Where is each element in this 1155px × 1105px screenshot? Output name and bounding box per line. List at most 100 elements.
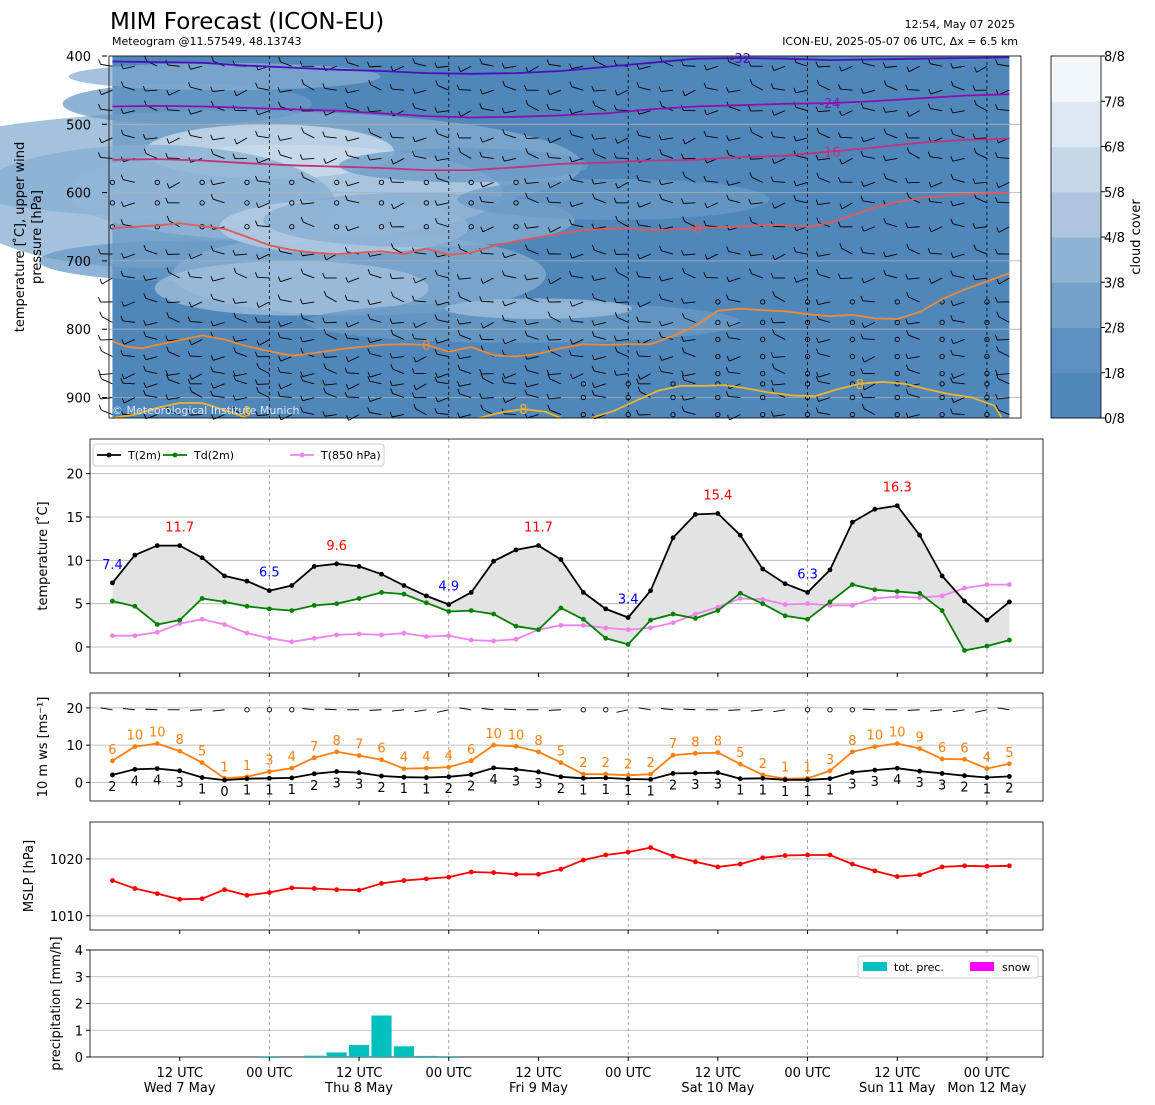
wind-barb — [235, 272, 248, 279]
wind-barb — [728, 371, 741, 375]
wind-speed-value-label: 2 — [960, 781, 968, 796]
wind-barb — [212, 395, 225, 398]
calm-wind-marker — [939, 381, 945, 387]
wind-barb-feather — [972, 133, 976, 139]
wind-barb-feather — [367, 61, 370, 68]
wind-barb-feather — [951, 397, 955, 403]
calm-wind-marker — [984, 411, 990, 418]
mslp-point — [693, 859, 698, 865]
wind-speed-value-label: 2 — [310, 779, 318, 794]
wind-barb — [460, 152, 472, 159]
wind-barb — [862, 338, 875, 340]
wind-barb-feather — [815, 407, 819, 413]
wind-barb-feather — [120, 315, 124, 322]
wind-barb-feather — [210, 355, 214, 361]
y-axis-label: temperature [ ̊C] — [35, 501, 51, 610]
wind-barb — [616, 109, 629, 112]
colorbar-band — [1051, 372, 1101, 419]
wind-barb — [974, 226, 987, 229]
calm-wind-marker — [580, 707, 586, 713]
panel-frame — [89, 821, 1044, 931]
t2m-point — [580, 590, 586, 595]
wind-barb-feather — [772, 203, 775, 209]
wind-barb-feather — [367, 313, 371, 320]
wind-barb — [773, 88, 786, 91]
td2m-point — [266, 606, 272, 612]
gust-value-label: 4 — [983, 751, 991, 766]
wind-barb-feather — [591, 85, 595, 92]
mslp-point — [154, 891, 160, 897]
calm-wind-marker — [715, 299, 721, 305]
wind-barb — [549, 378, 562, 385]
wind-barb — [571, 224, 584, 228]
wind-barb-feather — [951, 373, 954, 379]
gust-point — [356, 753, 362, 758]
calm-wind-marker — [804, 299, 811, 305]
wind-barb — [459, 393, 472, 398]
wind-barb-feather — [121, 301, 125, 307]
wind-barb — [168, 137, 180, 144]
wind-barb-feather — [210, 245, 214, 251]
wind-barb — [638, 321, 651, 323]
wind-barb — [885, 222, 898, 228]
calm-wind-marker — [984, 299, 990, 305]
t850-point — [670, 620, 676, 626]
wind-barb — [100, 373, 113, 376]
wind-barb — [123, 202, 135, 207]
wind-barb — [369, 158, 382, 161]
wind-barb — [526, 356, 539, 360]
wind-barb-feather — [569, 301, 573, 307]
t850-point — [693, 611, 698, 617]
mslp-point — [603, 852, 609, 858]
wind-speed-value-label: 3 — [714, 778, 722, 793]
colorbar-band — [1051, 327, 1101, 374]
t850-point — [939, 593, 945, 599]
wind-barb — [840, 88, 853, 91]
t2m-point — [827, 567, 833, 573]
wind-barb-feather — [211, 414, 214, 420]
wind-barb-feather — [906, 66, 910, 72]
wind-barb — [324, 136, 337, 139]
y-tick-label: 800 — [66, 323, 91, 338]
wind-barb — [751, 176, 763, 183]
wind-barb-feather — [860, 150, 864, 157]
wind-speed-point — [311, 771, 317, 777]
wind-barb — [930, 156, 943, 159]
mslp-point — [917, 872, 923, 878]
td2m-point — [693, 616, 698, 621]
wind-barb — [795, 106, 808, 112]
calm-wind-marker — [199, 179, 205, 186]
wind-barb-feather — [390, 363, 394, 370]
wind-barb — [347, 137, 360, 142]
colorbar-band — [1051, 101, 1101, 147]
wind-barb-feather — [322, 317, 326, 323]
wind-barb — [571, 253, 584, 259]
calm-wind-marker — [625, 394, 631, 401]
wind-speed-value-label: 3 — [691, 778, 699, 793]
wind-barb-feather — [524, 292, 528, 298]
wind-barb — [235, 397, 248, 401]
wind-barb — [369, 412, 382, 416]
calm-wind-marker — [760, 353, 766, 360]
wind-barb — [594, 297, 606, 303]
wind-barb — [460, 110, 472, 117]
wind-barb — [773, 181, 786, 183]
wind-barb-feather — [592, 55, 596, 61]
wind-speed-point — [648, 777, 653, 782]
wind-barb — [728, 89, 741, 93]
wind-barb — [325, 158, 337, 164]
wind-barb — [504, 373, 517, 379]
wind-barb — [594, 60, 606, 67]
wind-barb — [773, 65, 786, 71]
t2m-point — [334, 561, 340, 567]
wind-barb — [459, 277, 472, 280]
min-temp-label: 4.9 — [438, 580, 459, 595]
t850-point — [737, 596, 743, 601]
wind-barb-feather — [793, 246, 797, 253]
td2m-point — [536, 627, 541, 633]
wind-barb — [795, 155, 808, 159]
wind-barb-feather — [524, 244, 528, 250]
wind-barb — [952, 413, 965, 416]
wind-barb-feather — [142, 85, 146, 92]
wind-barb — [481, 156, 494, 159]
